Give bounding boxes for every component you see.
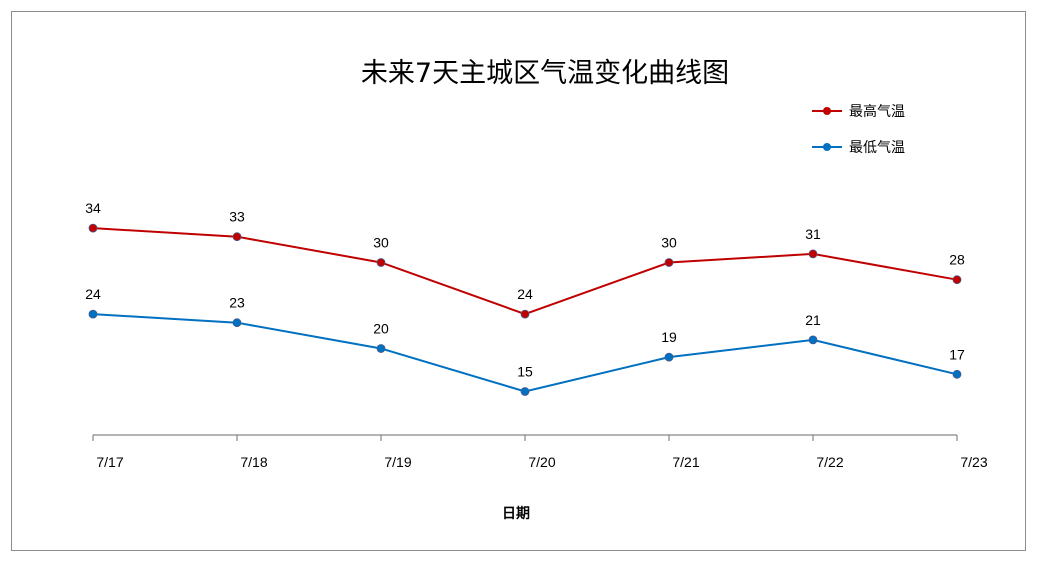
series-line [92,313,958,393]
legend-marker [823,143,831,151]
data-point [520,309,530,319]
data-label: 24 [517,286,533,302]
data-point [808,335,818,345]
data-point [520,387,530,396]
data-label: 28 [949,252,965,268]
x-tick-label: 7/21 [672,454,699,470]
data-point [664,352,674,362]
data-label: 17 [949,346,965,362]
x-tick-label: 7/22 [816,454,843,470]
data-point [664,258,674,267]
data-label: 24 [85,286,101,302]
series-group: 34 33 30 24 30 31 28 24 23 20 15 19 21 17 [85,200,965,396]
data-point [232,232,242,242]
legend-marker [823,107,831,115]
data-point [376,344,386,353]
chart-frame [11,11,1026,551]
data-point [88,309,98,319]
data-label: 20 [373,321,389,337]
x-axis-title: 日期 [502,506,530,522]
data-label: 33 [229,209,245,225]
data-label: 15 [517,364,533,380]
data-label: 30 [373,235,389,251]
x-tick-label: 7/17 [96,454,123,470]
data-point [376,258,386,267]
data-point [952,369,962,379]
x-tick-label: 7/19 [384,454,411,470]
data-label: 30 [661,235,677,251]
data-point [808,249,818,259]
legend-label: 最低气温 [849,140,905,156]
legend-label: 最高气温 [849,103,905,120]
data-point [88,223,98,233]
data-point [952,275,962,285]
data-label: 19 [661,329,677,345]
x-tick-label: 7/20 [528,454,555,470]
data-label: 21 [805,312,821,328]
data-label: 23 [229,295,245,311]
x-tick-label: 7/18 [240,454,267,470]
data-label: 31 [805,226,821,242]
data-label: 34 [85,200,101,216]
x-tick-label: 7/23 [960,454,987,470]
chart-title: 未来7天主城区气温变化曲线图 [361,58,729,89]
data-point [232,318,242,328]
x-axis: 7/17 7/18 7/19 7/20 7/21 7/22 7/23 [92,434,988,470]
